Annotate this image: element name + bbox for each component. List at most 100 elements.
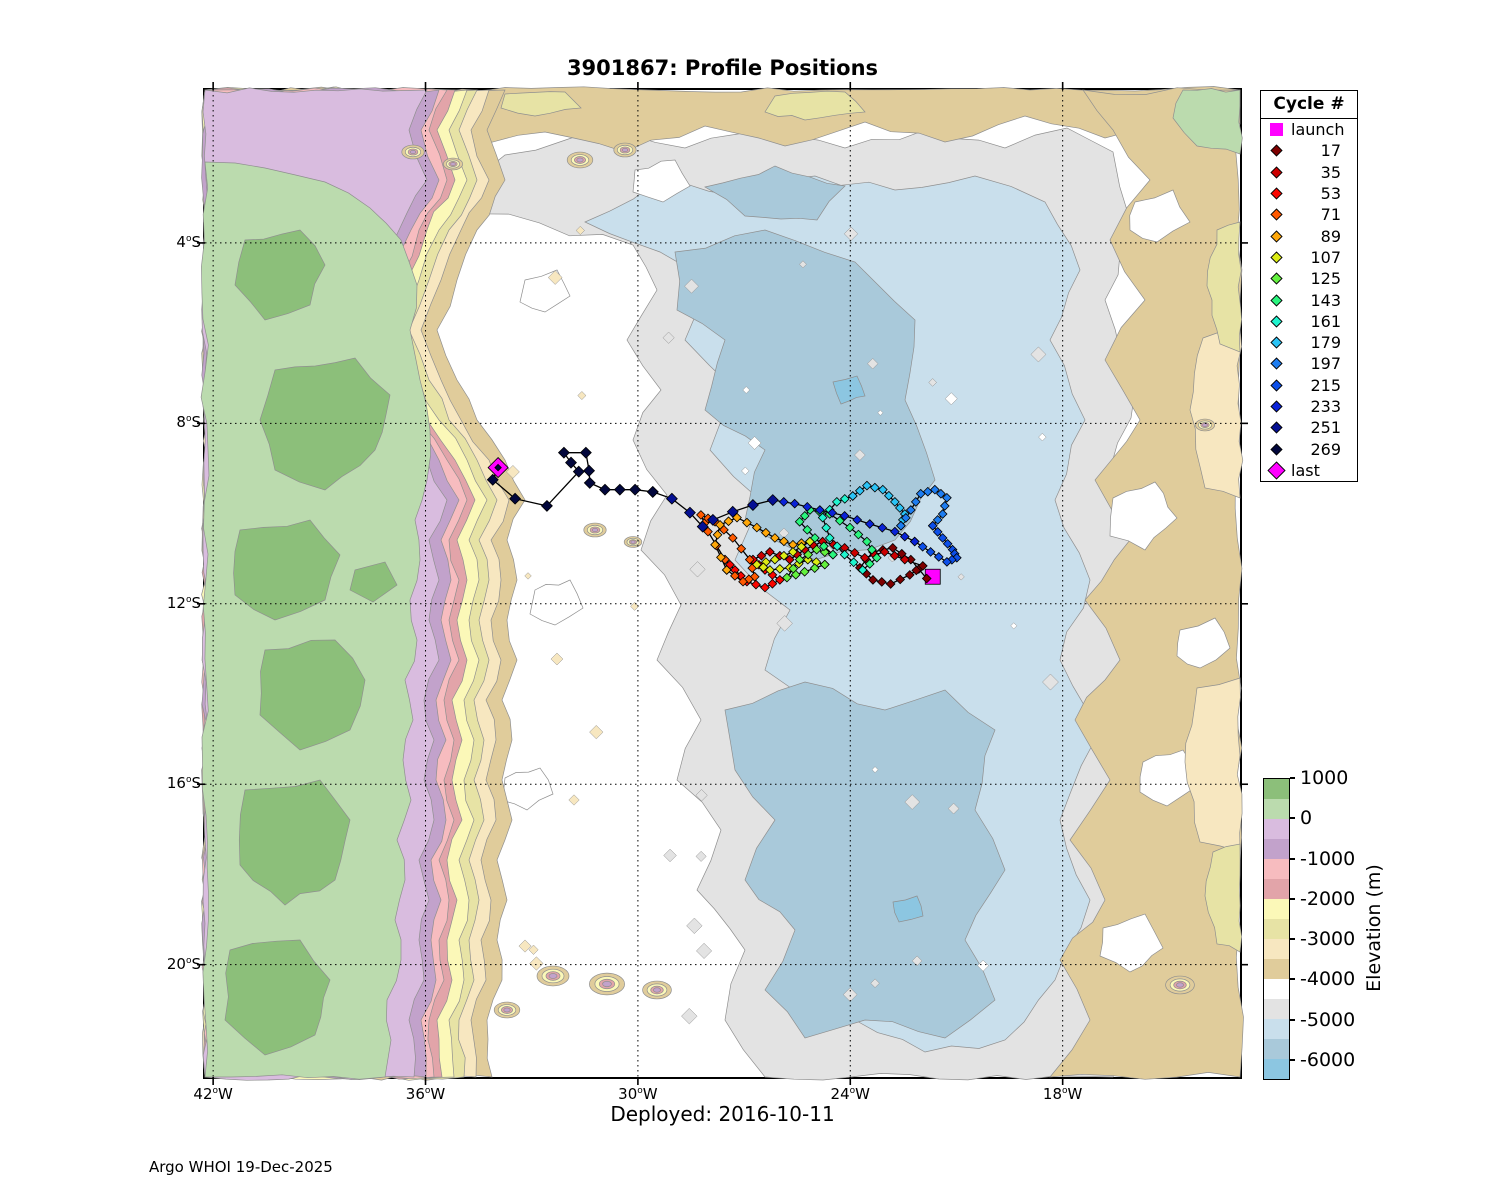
profile-marker xyxy=(871,552,882,563)
profile-marker xyxy=(810,533,820,543)
contour-speck xyxy=(854,449,866,461)
figure-title: 3901867: Profile Positions xyxy=(566,56,879,80)
colorbar-segment xyxy=(1264,1039,1289,1059)
legend-entry-label: 233 xyxy=(1310,397,1341,416)
credit-text: Argo WHOI 19-Dec-2025 xyxy=(149,1158,333,1176)
contour-speck xyxy=(747,436,762,450)
profile-marker xyxy=(665,492,678,505)
contour-speck xyxy=(799,260,807,269)
profile-marker xyxy=(899,554,910,565)
seamount-contour xyxy=(548,973,558,979)
contour-speck xyxy=(928,378,937,387)
profile-marker xyxy=(749,571,760,582)
highland-area xyxy=(234,229,326,321)
x-axis-tick-label: 36oW xyxy=(405,1085,446,1103)
contour-speck xyxy=(1030,346,1047,363)
profile-marker xyxy=(765,547,775,557)
profile-marker xyxy=(811,544,822,555)
legend-entry-label: 251 xyxy=(1310,418,1341,438)
legend-entry: 89 xyxy=(1261,225,1357,246)
colorbar-tick-mark xyxy=(1290,938,1295,941)
cycle-marker-icon xyxy=(1261,144,1291,158)
profile-marker xyxy=(854,485,865,496)
profile-marker xyxy=(788,563,799,574)
profile-marker xyxy=(885,579,896,589)
colorbar-segment xyxy=(1264,979,1289,999)
colorbar-segment xyxy=(1264,1059,1289,1079)
cycle-group-269 xyxy=(486,446,659,512)
bathymetry-background xyxy=(200,86,1244,1081)
x-axis-tick-label: 18oW xyxy=(1042,1085,1083,1103)
legend-entry: 53 xyxy=(1261,183,1357,204)
legend-entry-label: last xyxy=(1291,460,1320,480)
legend-entry: 17 xyxy=(1261,140,1357,161)
seamount-contour xyxy=(1176,982,1184,988)
legend-entry-label: 215 xyxy=(1310,375,1341,395)
profile-marker xyxy=(727,533,738,543)
legend-entry: 161 xyxy=(1261,311,1357,332)
legend-entry-label: 161 xyxy=(1310,311,1341,331)
contour-speck xyxy=(689,561,706,578)
map-plot xyxy=(197,82,1248,1085)
legend-entry: 179 xyxy=(1261,332,1357,353)
cycle-marker-icon xyxy=(1261,379,1291,392)
profile-marker xyxy=(910,496,921,507)
profile-marker xyxy=(814,505,825,515)
seamount-contour xyxy=(602,980,612,988)
colorbar-tick-label: 0 xyxy=(1300,807,1313,830)
legend-entry: 251 xyxy=(1261,417,1357,438)
profile-marker xyxy=(770,554,780,565)
contour-speck xyxy=(867,358,879,370)
bathymetry-contour xyxy=(674,229,936,561)
profile-marker xyxy=(839,494,850,504)
profile-marker xyxy=(809,563,820,574)
profile-marker xyxy=(904,570,915,580)
colorbar-tick-mark xyxy=(1290,1058,1295,1061)
profile-marker xyxy=(932,515,943,525)
cycle-group-143 xyxy=(794,505,882,575)
legend-entry: 233 xyxy=(1261,396,1357,417)
profile-marker xyxy=(849,547,860,558)
cycle-marker-icon xyxy=(1261,442,1291,456)
contour-speck xyxy=(944,392,958,406)
profile-marker xyxy=(736,543,747,554)
contour-speck xyxy=(1010,622,1018,630)
profile-marker xyxy=(867,544,877,555)
highland-area xyxy=(224,939,331,1056)
profile-marker xyxy=(782,572,792,583)
profile-marker xyxy=(890,496,900,507)
contour-speck xyxy=(695,789,708,802)
seamount-contour xyxy=(409,149,417,155)
grid xyxy=(197,82,1248,1085)
cycle-marker-icon xyxy=(1261,315,1291,328)
profile-marker xyxy=(802,524,813,535)
colorbar-segment xyxy=(1264,919,1289,939)
profile-marker xyxy=(877,484,888,495)
highland-area xyxy=(233,519,341,621)
colorbar-tick-mark xyxy=(1290,897,1295,900)
legend-entries: launch 17 35 53 71 89 107 125 143 161 179 197 215 233… xyxy=(1261,119,1357,481)
legend-entry-label: 107 xyxy=(1310,247,1341,267)
colorbar-tick-mark xyxy=(1290,777,1295,779)
legend-entry: 215 xyxy=(1261,375,1357,396)
bathymetry-contour xyxy=(892,895,924,923)
profile-marker xyxy=(859,552,870,563)
profile-marker xyxy=(847,491,858,501)
bathymetry-contour xyxy=(704,165,846,221)
profile-marker xyxy=(723,516,734,527)
profile-marker xyxy=(864,559,875,569)
profile-marker xyxy=(932,526,943,537)
bathymetry-contour xyxy=(529,579,584,626)
bathymetry-contour xyxy=(832,375,866,405)
profile-marker xyxy=(889,550,900,561)
profile-marker xyxy=(824,533,835,543)
cycle-group-233 xyxy=(767,495,920,547)
profile-marker xyxy=(831,496,842,507)
profile-marker xyxy=(758,562,769,573)
profile-marker xyxy=(937,533,948,543)
profile-marker xyxy=(876,577,887,587)
bathymetry-contour xyxy=(1206,221,1242,353)
bathymetry-contour xyxy=(1176,617,1231,669)
colorbar-axis-label: Elevation (m) xyxy=(1363,864,1385,992)
profile-marker xyxy=(766,494,779,507)
